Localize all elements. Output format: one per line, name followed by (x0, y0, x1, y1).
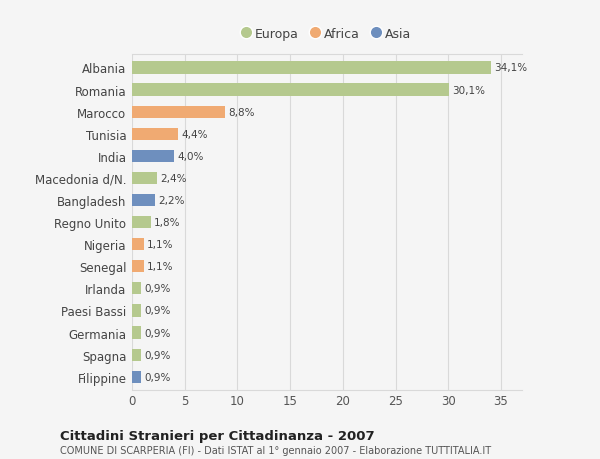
Bar (132, 173, 157, 185)
Bar (132, 129, 178, 140)
Text: 4,4%: 4,4% (182, 129, 208, 140)
Text: 1,1%: 1,1% (147, 262, 173, 272)
Text: 30,1%: 30,1% (452, 85, 485, 95)
Text: COMUNE DI SCARPERIA (FI) - Dati ISTAT al 1° gennaio 2007 - Elaborazione TUTTITAL: COMUNE DI SCARPERIA (FI) - Dati ISTAT al… (60, 445, 491, 455)
Text: 1,1%: 1,1% (147, 240, 173, 250)
Text: 4,0%: 4,0% (178, 151, 203, 162)
Bar (132, 239, 143, 251)
Bar (132, 151, 174, 162)
Text: 0,9%: 0,9% (145, 306, 171, 316)
Text: 2,2%: 2,2% (158, 196, 185, 206)
Bar (132, 217, 151, 229)
Bar (132, 305, 142, 317)
Bar (132, 62, 491, 74)
Bar (132, 84, 449, 96)
Bar (132, 195, 155, 207)
Text: 0,9%: 0,9% (145, 372, 171, 382)
Text: 8,8%: 8,8% (228, 107, 254, 118)
Text: 34,1%: 34,1% (494, 63, 528, 73)
Bar (132, 106, 225, 118)
Bar (132, 371, 142, 383)
Bar (132, 261, 143, 273)
Legend: Europa, Africa, Asia: Europa, Africa, Asia (243, 28, 411, 41)
Text: 1,8%: 1,8% (154, 218, 181, 228)
Bar (132, 349, 142, 361)
Text: 0,9%: 0,9% (145, 350, 171, 360)
Bar (132, 327, 142, 339)
Text: Cittadini Stranieri per Cittadinanza - 2007: Cittadini Stranieri per Cittadinanza - 2… (60, 429, 374, 442)
Text: 2,4%: 2,4% (160, 174, 187, 184)
Text: 0,9%: 0,9% (145, 284, 171, 294)
Text: 0,9%: 0,9% (145, 328, 171, 338)
Bar (132, 283, 142, 295)
